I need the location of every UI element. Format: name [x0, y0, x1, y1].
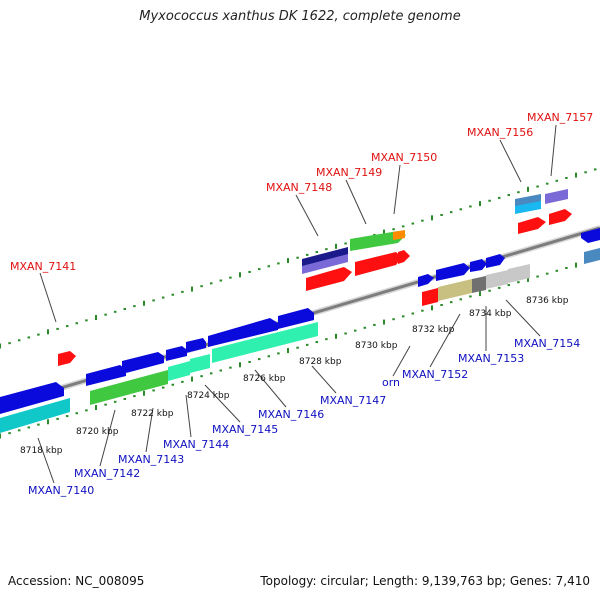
gene-label-top[interactable]: MXAN_7157	[527, 111, 593, 124]
leader-line	[311, 365, 337, 394]
gene-label-bottom[interactable]: MXAN_7140	[28, 484, 94, 497]
gene-label-top[interactable]: MXAN_7148	[266, 181, 332, 194]
gene-feature[interactable]	[472, 276, 486, 293]
bottom-scale-ticks	[0, 258, 597, 439]
gene-label-bottom[interactable]: orn	[382, 376, 400, 389]
gene-feature[interactable]	[212, 322, 318, 363]
gene-label-top[interactable]: MXAN_7150	[371, 151, 437, 164]
scale-label: 8726 kbp	[243, 374, 286, 384]
gene-label-top[interactable]: MXAN_7156	[467, 126, 533, 139]
gene-feature[interactable]	[208, 318, 278, 347]
gene-feature[interactable]	[306, 267, 352, 291]
scale-label: 8724 kbp	[187, 391, 230, 401]
leader-line	[429, 313, 461, 368]
scale-label: 8718 kbp	[20, 446, 63, 456]
gene-feature[interactable]	[90, 370, 168, 405]
gene-feature[interactable]	[515, 194, 541, 208]
gene-feature[interactable]	[470, 259, 487, 272]
scale-label: 8736 kbp	[526, 296, 569, 306]
gene-feature[interactable]	[302, 247, 348, 268]
gene-features-bottom	[0, 248, 600, 433]
accession-text: Accession: NC_008095	[8, 574, 145, 588]
top-gene-labels: MXAN_7141 MXAN_7148 MXAN_7149 MXAN_7150 MXAN…	[10, 111, 593, 323]
scale-label: 8732 kbp	[412, 325, 455, 335]
scale-label: 8722 kbp	[131, 409, 174, 419]
gene-feature[interactable]	[122, 352, 164, 374]
gene-feature[interactable]	[518, 217, 546, 234]
leader-line	[254, 369, 287, 408]
leader-line	[499, 139, 522, 183]
scale-label: 8720 kbp	[76, 427, 119, 437]
genome-summary-text: Topology: circular; Length: 9,139,763 bp…	[260, 574, 590, 588]
leader-line	[185, 394, 192, 438]
gene-feature[interactable]	[398, 250, 410, 264]
leader-line	[505, 299, 541, 337]
leader-line	[550, 124, 557, 177]
scale-label: 8734 kbp	[469, 309, 512, 319]
gene-label-bottom[interactable]: MXAN_7152	[402, 368, 468, 381]
gene-feature[interactable]	[355, 252, 402, 276]
leader-line	[39, 272, 57, 323]
gene-feature[interactable]	[486, 254, 505, 268]
gene-label-bottom[interactable]: MXAN_7147	[320, 394, 386, 407]
map-title: Myxococcus xanthus DK 1622, complete gen…	[139, 9, 461, 24]
gene-feature[interactable]	[438, 279, 472, 301]
gene-feature[interactable]	[350, 231, 406, 251]
scale-label: 8730 kbp	[355, 341, 398, 351]
gene-feature[interactable]	[422, 288, 438, 306]
gene-features-top	[58, 189, 600, 366]
gene-feature[interactable]	[436, 263, 470, 281]
gene-label-bottom[interactable]: MXAN_7143	[118, 453, 184, 466]
gene-label-bottom[interactable]: MXAN_7153	[458, 352, 524, 365]
leader-line	[37, 437, 55, 484]
gene-label-top[interactable]: MXAN_7149	[316, 166, 382, 179]
gene-feature[interactable]	[418, 274, 434, 287]
gene-feature[interactable]	[0, 382, 64, 414]
gene-label-bottom[interactable]: MXAN_7154	[514, 337, 580, 350]
leader-line	[99, 409, 116, 467]
leader-line	[392, 345, 411, 377]
gene-feature[interactable]	[58, 351, 76, 366]
gene-feature[interactable]	[190, 354, 210, 373]
gene-label-bottom[interactable]: MXAN_7142	[74, 467, 140, 480]
gene-feature[interactable]	[168, 361, 190, 381]
gene-feature[interactable]	[508, 264, 530, 283]
gene-label-top[interactable]: MXAN_7141	[10, 260, 76, 273]
leader-line	[145, 407, 154, 453]
gene-feature[interactable]	[549, 209, 572, 225]
gene-feature[interactable]	[581, 228, 600, 243]
gene-label-bottom[interactable]: MXAN_7146	[258, 408, 324, 421]
leader-line	[295, 194, 319, 237]
gene-feature[interactable]	[0, 398, 70, 433]
gene-label-bottom[interactable]: MXAN_7145	[212, 423, 278, 436]
scale-label: 8728 kbp	[299, 357, 342, 367]
scale-labels: 8718 kbp 8720 kbp 8722 kbp 8724 kbp 8726 kbp…	[20, 296, 569, 456]
leader-line	[345, 179, 367, 225]
gene-feature[interactable]	[278, 308, 314, 329]
gene-feature[interactable]	[86, 365, 126, 386]
gene-feature[interactable]	[584, 248, 600, 264]
gene-feature[interactable]	[186, 338, 206, 353]
gene-feature[interactable]	[166, 346, 187, 361]
gene-label-bottom[interactable]: MXAN_7144	[163, 438, 229, 451]
gene-feature[interactable]	[486, 270, 508, 289]
gene-feature[interactable]	[302, 254, 348, 274]
gene-feature[interactable]	[545, 189, 568, 204]
gene-feature[interactable]	[515, 201, 541, 214]
gene-feature[interactable]	[393, 230, 405, 240]
leader-line	[204, 384, 241, 423]
leader-line	[393, 164, 401, 215]
